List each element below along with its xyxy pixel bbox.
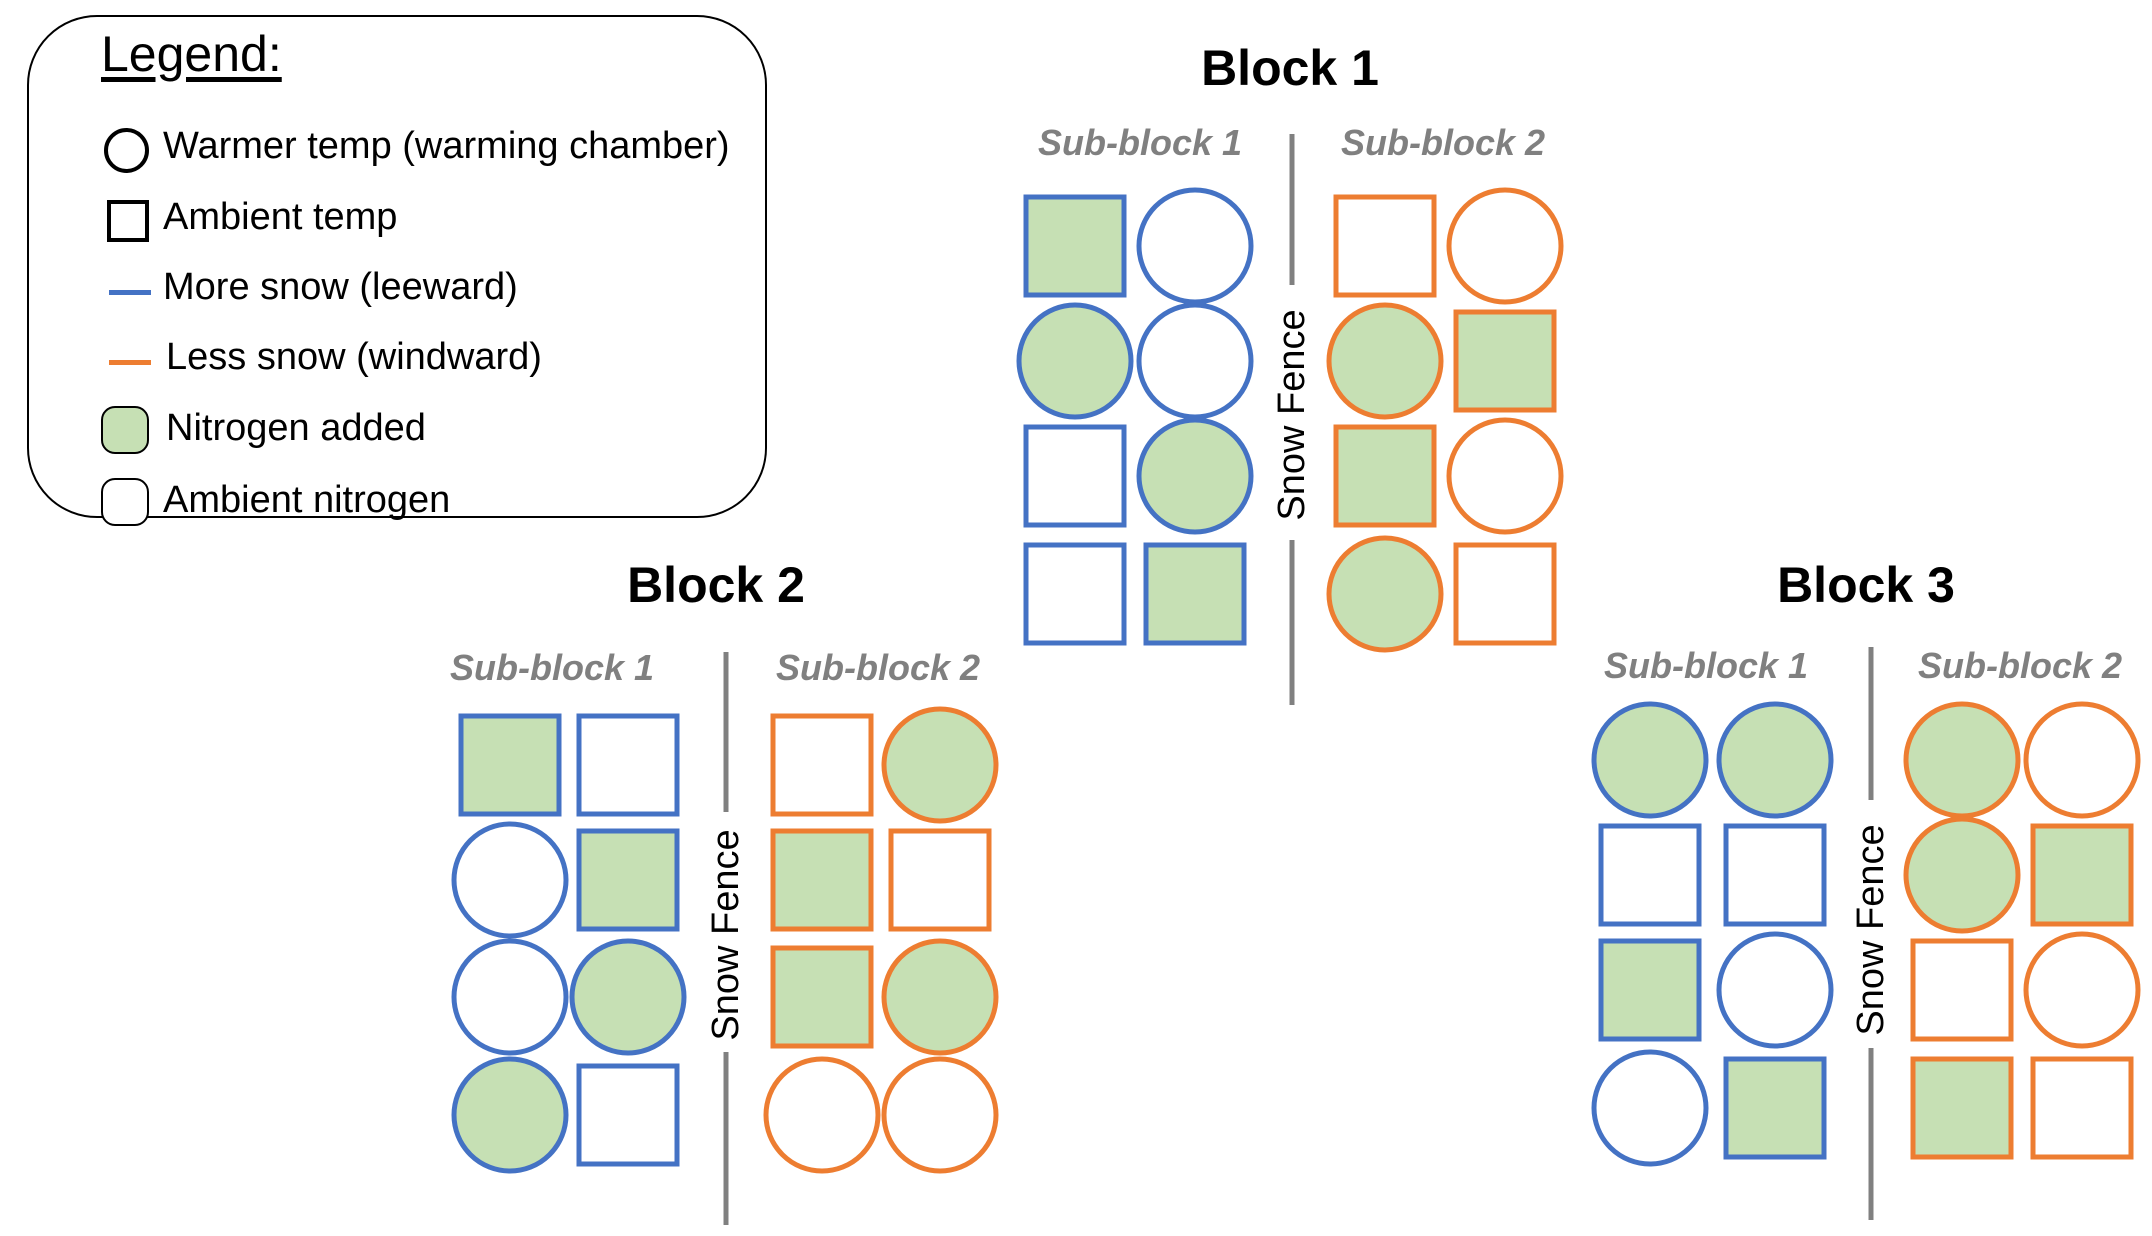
legend-item-label: Ambient temp bbox=[163, 196, 398, 238]
legend-box: Legend: Warmer temp (warming chamber) Am… bbox=[27, 15, 767, 526]
snow-fence-label: Snow Fence bbox=[705, 829, 747, 1040]
nitrogen-warmed-plot bbox=[569, 938, 687, 1056]
ambient-nitrogen-ambient-temp-plot bbox=[1023, 542, 1127, 646]
subblock-label: Sub-block 2 bbox=[776, 647, 980, 688]
orange-line-icon bbox=[109, 360, 151, 365]
ambient-nitrogen-ambient-temp-plot bbox=[770, 713, 874, 817]
ambient-nitrogen-warmed-plot bbox=[1446, 417, 1564, 535]
block-1: Block 1 Snow Fence Sub-block 1 Sub-block 2 bbox=[1016, 40, 1564, 705]
subblock-label: Sub-block 1 bbox=[450, 647, 654, 688]
ambient-nitrogen-warmed-plot bbox=[1591, 1049, 1709, 1167]
ambient-nitrogen-ambient-temp-plot bbox=[576, 1063, 680, 1167]
ambient-nitrogen-ambient-temp-plot bbox=[1333, 194, 1437, 298]
ambient-nitrogen-warmed-plot bbox=[451, 821, 569, 939]
ambient-nitrogen-ambient-temp-plot bbox=[1723, 823, 1827, 927]
nitrogen-ambient-temp-plot bbox=[1453, 309, 1557, 413]
block-3: Block 3 Snow Fence Sub-block 1 Sub-block 2 bbox=[1591, 557, 2141, 1220]
ambient-nitrogen-warmed-plot bbox=[451, 938, 569, 1056]
block-title: Block 1 bbox=[1201, 40, 1379, 96]
legend-item-label: Nitrogen added bbox=[166, 407, 426, 449]
nitrogen-warmed-plot bbox=[1903, 701, 2021, 819]
ambient-nitrogen-ambient-temp-plot bbox=[1598, 823, 1702, 927]
ambient-nitrogen-warmed-plot bbox=[1716, 931, 1834, 1049]
snow-fence-label: Snow Fence bbox=[1271, 309, 1313, 520]
legend-item-more-snow: More snow (leeward) bbox=[29, 262, 759, 322]
nitrogen-ambient-temp-plot bbox=[1723, 1056, 1827, 1160]
nitrogen-warmed-plot bbox=[1591, 701, 1709, 819]
square-outline-icon bbox=[107, 200, 149, 242]
nitrogen-warmed-plot bbox=[1716, 701, 1834, 819]
legend-item-label: More snow (leeward) bbox=[163, 266, 518, 308]
ambient-nitrogen-ambient-temp-plot bbox=[1453, 542, 1557, 646]
subblock-label: Sub-block 1 bbox=[1038, 122, 1242, 163]
subblock-label: Sub-block 2 bbox=[1918, 645, 2122, 686]
subblock-label: Sub-block 2 bbox=[1341, 122, 1545, 163]
legend-item-ambient-nitrogen: Ambient nitrogen bbox=[29, 475, 759, 535]
block-2: Block 2 Snow Fence Sub-block 1 Sub-block 2 bbox=[450, 557, 999, 1225]
legend-title: Legend: bbox=[101, 26, 282, 82]
nitrogen-warmed-plot bbox=[881, 938, 999, 1056]
nitrogen-warmed-plot bbox=[881, 706, 999, 824]
ambient-nitrogen-warmed-plot bbox=[1136, 187, 1254, 305]
subblock-label: Sub-block 1 bbox=[1604, 645, 1808, 686]
nitrogen-ambient-temp-plot bbox=[1598, 938, 1702, 1042]
nitrogen-warmed-plot bbox=[1326, 535, 1444, 653]
ambient-nitrogen-ambient-temp-plot bbox=[576, 713, 680, 817]
block-title: Block 3 bbox=[1777, 557, 1955, 613]
ambient-nitrogen-warmed-plot bbox=[881, 1056, 999, 1174]
nitrogen-ambient-temp-plot bbox=[2030, 823, 2134, 927]
nitrogen-ambient-temp-plot bbox=[770, 828, 874, 932]
nitrogen-warmed-plot bbox=[1326, 302, 1444, 420]
nitrogen-ambient-temp-plot bbox=[1143, 542, 1247, 646]
ambient-nitrogen-ambient-temp-plot bbox=[2030, 1056, 2134, 1160]
nitrogen-warmed-plot bbox=[451, 1056, 569, 1174]
legend-item-label: Ambient nitrogen bbox=[163, 479, 451, 521]
block-title: Block 2 bbox=[627, 557, 805, 613]
circle-outline-icon bbox=[104, 128, 149, 173]
ambient-nitrogen-ambient-temp-plot bbox=[888, 828, 992, 932]
nitrogen-warmed-plot bbox=[1903, 816, 2021, 934]
nitrogen-ambient-temp-plot bbox=[1910, 1056, 2014, 1160]
ambient-nitrogen-ambient-temp-plot bbox=[1910, 938, 2014, 1042]
legend-item-ambient-temp: Ambient temp bbox=[29, 192, 759, 252]
legend-item-nitrogen-added: Nitrogen added bbox=[29, 403, 759, 463]
snow-fence-label: Snow Fence bbox=[1850, 824, 1892, 1035]
ambient-nitrogen-warmed-plot bbox=[1446, 187, 1564, 305]
white-rounded-square-icon bbox=[101, 478, 149, 526]
blue-line-icon bbox=[109, 290, 151, 295]
legend-item-label: Warmer temp (warming chamber) bbox=[163, 125, 730, 167]
nitrogen-ambient-temp-plot bbox=[576, 828, 680, 932]
nitrogen-ambient-temp-plot bbox=[458, 713, 562, 817]
legend-item-less-snow: Less snow (windward) bbox=[29, 332, 759, 392]
nitrogen-warmed-plot bbox=[1016, 302, 1134, 420]
nitrogen-ambient-temp-plot bbox=[1023, 194, 1127, 298]
green-rounded-square-icon bbox=[101, 406, 149, 454]
nitrogen-ambient-temp-plot bbox=[1333, 424, 1437, 528]
nitrogen-warmed-plot bbox=[1136, 417, 1254, 535]
ambient-nitrogen-warmed-plot bbox=[2023, 701, 2141, 819]
ambient-nitrogen-ambient-temp-plot bbox=[1023, 424, 1127, 528]
legend-item-label: Less snow (windward) bbox=[166, 336, 542, 378]
ambient-nitrogen-warmed-plot bbox=[2023, 931, 2141, 1049]
nitrogen-ambient-temp-plot bbox=[770, 945, 874, 1049]
ambient-nitrogen-warmed-plot bbox=[763, 1056, 881, 1174]
ambient-nitrogen-warmed-plot bbox=[1136, 302, 1254, 420]
legend-item-warmer-temp: Warmer temp (warming chamber) bbox=[29, 121, 759, 181]
